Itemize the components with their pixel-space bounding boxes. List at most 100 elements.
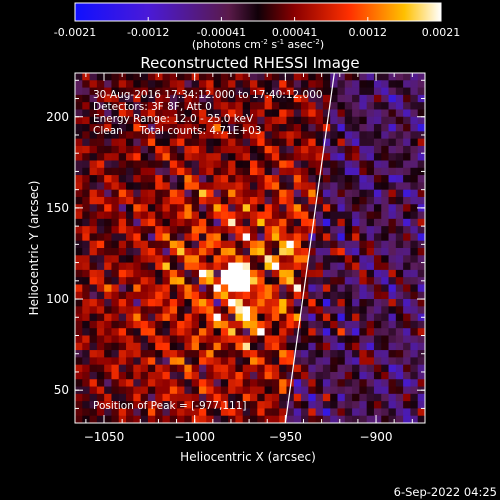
heatmap-cell bbox=[308, 277, 317, 286]
heatmap-cell bbox=[250, 226, 258, 235]
heatmap-cell bbox=[220, 379, 229, 388]
heatmap-cell bbox=[322, 226, 331, 235]
heatmap-cell bbox=[315, 357, 324, 366]
heatmap-cell bbox=[337, 226, 346, 235]
heatmap-cell bbox=[322, 94, 331, 103]
heatmap-cell bbox=[111, 240, 120, 249]
heatmap-cell bbox=[388, 342, 397, 351]
heatmap-cell bbox=[403, 131, 412, 140]
heatmap-cell bbox=[301, 138, 309, 147]
heatmap-cell bbox=[228, 167, 237, 176]
heatmap-cell bbox=[104, 306, 113, 315]
heatmap-cell bbox=[279, 124, 288, 132]
heatmap-cell bbox=[126, 342, 134, 351]
heatmap-cell bbox=[403, 350, 412, 358]
heatmap-cell bbox=[308, 109, 317, 118]
heatmap-cell bbox=[308, 204, 317, 213]
heatmap-cell bbox=[257, 131, 266, 140]
heatmap-cell bbox=[417, 218, 425, 227]
heatmap-cell bbox=[133, 240, 142, 249]
heatmap-cell bbox=[104, 131, 113, 140]
heatmap-cell bbox=[82, 189, 91, 198]
heatmap-cell bbox=[198, 415, 207, 423]
heatmap-cell bbox=[330, 335, 339, 344]
heatmap-cell bbox=[111, 357, 120, 366]
heatmap-cell bbox=[279, 175, 288, 183]
heatmap-cell bbox=[213, 248, 222, 256]
heatmap-cell bbox=[301, 291, 309, 300]
heatmap-cell bbox=[169, 335, 178, 344]
heatmap-cell bbox=[308, 124, 317, 132]
heatmap-cell bbox=[133, 320, 142, 329]
heatmap-cell bbox=[104, 277, 113, 286]
heatmap-cell bbox=[403, 364, 412, 373]
heatmap-cell bbox=[337, 320, 346, 329]
heatmap-cell bbox=[235, 94, 244, 103]
heatmap-cell bbox=[213, 175, 222, 183]
heatmap-cell bbox=[198, 328, 207, 337]
heatmap-cell bbox=[104, 357, 113, 366]
heatmap-cell bbox=[235, 153, 244, 162]
heatmap-cell bbox=[111, 87, 120, 96]
heatmap-cell bbox=[359, 182, 368, 191]
heatmap-cell bbox=[177, 393, 185, 402]
heatmap-cell bbox=[177, 189, 185, 198]
heatmap-cell bbox=[191, 357, 200, 366]
heatmap-cell bbox=[184, 131, 193, 140]
heatmap-cell bbox=[213, 153, 222, 162]
heatmap-cell bbox=[228, 233, 237, 242]
heatmap-cell bbox=[220, 153, 229, 162]
heatmap-cell bbox=[381, 80, 390, 89]
heatmap-cell bbox=[250, 94, 258, 103]
heatmap-cell bbox=[191, 335, 200, 344]
heatmap-cell bbox=[315, 94, 324, 103]
colorbar-tick-label: 0.0021 bbox=[422, 26, 461, 39]
heatmap-cell bbox=[111, 73, 120, 81]
heatmap-cell bbox=[89, 350, 98, 358]
heatmap-cell bbox=[373, 226, 382, 235]
heatmap-cell bbox=[279, 320, 288, 329]
heatmap-cell bbox=[344, 379, 353, 388]
heatmap-cell bbox=[279, 386, 288, 395]
heatmap-cell bbox=[373, 299, 382, 307]
heatmap-cell bbox=[242, 269, 251, 278]
heatmap-cell bbox=[242, 116, 251, 125]
heatmap-cell bbox=[198, 357, 207, 366]
heatmap-cell bbox=[301, 320, 309, 329]
heatmap-cell bbox=[366, 248, 375, 256]
heatmap-cell bbox=[271, 299, 280, 307]
heatmap-cell bbox=[301, 415, 309, 423]
heatmap-cell bbox=[395, 233, 404, 242]
heatmap-cell bbox=[133, 291, 142, 300]
heatmap-cell bbox=[242, 145, 251, 154]
heatmap-cell bbox=[184, 138, 193, 147]
heatmap-cell bbox=[330, 255, 339, 264]
heatmap-cell bbox=[155, 160, 164, 169]
heatmap-cell bbox=[162, 109, 171, 118]
heatmap-cell bbox=[140, 124, 149, 132]
heatmap-cell bbox=[162, 116, 171, 125]
heatmap-cell bbox=[417, 233, 425, 242]
heatmap-cell bbox=[242, 393, 251, 402]
heatmap-cell bbox=[82, 386, 91, 395]
heatmap-cell bbox=[330, 299, 339, 307]
heatmap-cell bbox=[140, 379, 149, 388]
heatmap-cell bbox=[264, 189, 273, 198]
heatmap-cell bbox=[169, 240, 178, 249]
heatmap-cell bbox=[403, 109, 412, 118]
heatmap-cell bbox=[118, 204, 127, 213]
heatmap-cell bbox=[293, 73, 302, 81]
heatmap-cell bbox=[82, 131, 91, 140]
heatmap-cell bbox=[118, 167, 127, 176]
heatmap-cell bbox=[315, 211, 324, 220]
heatmap-cell bbox=[381, 131, 390, 140]
heatmap-cell bbox=[381, 255, 390, 264]
heatmap-cell bbox=[293, 371, 302, 380]
heatmap-cell bbox=[162, 131, 171, 140]
heatmap-cell bbox=[352, 109, 360, 118]
heatmap-cell bbox=[206, 335, 215, 344]
heatmap-cell bbox=[344, 277, 353, 286]
heatmap-cell bbox=[242, 204, 251, 213]
heatmap-cell bbox=[206, 182, 215, 191]
heatmap-cell bbox=[337, 124, 346, 132]
